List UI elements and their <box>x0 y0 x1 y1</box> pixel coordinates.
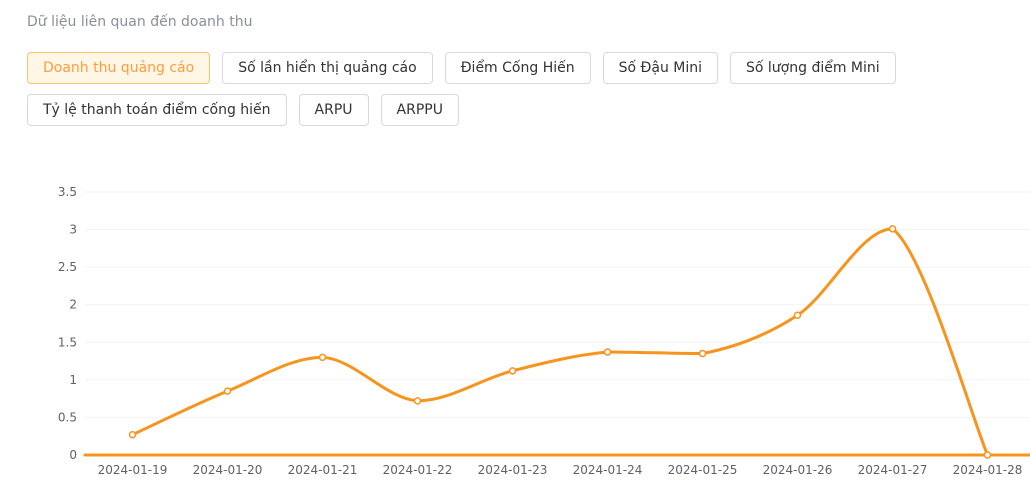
data-point-marker[interactable] <box>888 225 897 233</box>
filter-tabs-row-1: Doanh thu quảng cáo Số lần hiển thị quản… <box>27 52 1008 84</box>
x-axis-labels: 2024-01-19 2024-01-20 2024-01-21 2024-01-22… <box>98 463 1023 477</box>
svg-text:2.5: 2.5 <box>58 260 77 274</box>
data-point-marker[interactable] <box>698 349 707 358</box>
chart-container: 0 0.5 1 1.5 2 2.5 3 3.5 2024-01-19 2024-01-20 2024… <box>27 175 1030 499</box>
svg-text:3: 3 <box>69 223 77 237</box>
grid-lines <box>85 191 1030 418</box>
svg-text:2024-01-20: 2024-01-20 <box>193 463 263 477</box>
page-title: Dữ liệu liên quan đến doanh thu <box>27 14 253 30</box>
svg-text:2024-01-22: 2024-01-22 <box>383 463 453 477</box>
svg-text:2: 2 <box>69 298 77 312</box>
filter-tabs-row-2: Tỷ lệ thanh toán điểm cống hiến ARPU ARP… <box>27 94 1008 126</box>
tab-so-dau-mini[interactable]: Số Đậu Mini <box>602 52 718 84</box>
svg-text:0.5: 0.5 <box>58 410 77 424</box>
tab-so-luong-diem-mini[interactable]: Số lượng điểm Mini <box>730 52 896 84</box>
svg-text:3.5: 3.5 <box>58 185 77 199</box>
data-point-marker[interactable] <box>128 430 137 439</box>
tab-so-lan-hien-thi-quang-cao[interactable]: Số lần hiển thị quảng cáo <box>222 52 433 84</box>
svg-text:1.5: 1.5 <box>58 335 77 349</box>
data-point-marker[interactable] <box>508 367 517 375</box>
line-series-doanh-thu-quang-cao <box>131 227 989 457</box>
svg-text:2024-01-24: 2024-01-24 <box>573 463 643 477</box>
tab-arpu[interactable]: ARPU <box>298 94 369 126</box>
svg-text:2024-01-28: 2024-01-28 <box>953 463 1023 477</box>
metric-filter-tabs: Doanh thu quảng cáo Số lần hiển thị quản… <box>27 52 1008 126</box>
tab-doanh-thu-quang-cao[interactable]: Doanh thu quảng cáo <box>27 52 211 84</box>
tab-arppu[interactable]: ARPPU <box>380 94 459 126</box>
svg-text:0: 0 <box>69 448 77 462</box>
data-point-marker[interactable] <box>603 348 612 356</box>
data-point-marker[interactable] <box>223 387 232 395</box>
svg-text:2024-01-21: 2024-01-21 <box>288 463 358 477</box>
svg-text:2024-01-25: 2024-01-25 <box>668 463 738 477</box>
svg-text:1: 1 <box>69 373 77 387</box>
tab-diem-cong-hien[interactable]: Điểm Cống Hiến <box>444 52 591 84</box>
data-point-marker[interactable] <box>318 353 327 362</box>
svg-text:2024-01-27: 2024-01-27 <box>858 463 928 477</box>
svg-text:2024-01-23: 2024-01-23 <box>478 463 548 477</box>
data-point-markers <box>128 225 992 459</box>
svg-text:2024-01-19: 2024-01-19 <box>98 463 168 477</box>
y-axis-labels: 0 0.5 1 1.5 2 2.5 3 3.5 <box>58 185 77 462</box>
data-point-marker[interactable] <box>413 397 422 405</box>
data-point-marker[interactable] <box>983 451 992 459</box>
tab-ty-le-thanh-toan-diem-cong-hien[interactable]: Tỷ lệ thanh toán điểm cống hiến <box>27 94 287 126</box>
svg-text:2024-01-26: 2024-01-26 <box>763 463 833 477</box>
data-point-marker[interactable] <box>793 311 802 319</box>
